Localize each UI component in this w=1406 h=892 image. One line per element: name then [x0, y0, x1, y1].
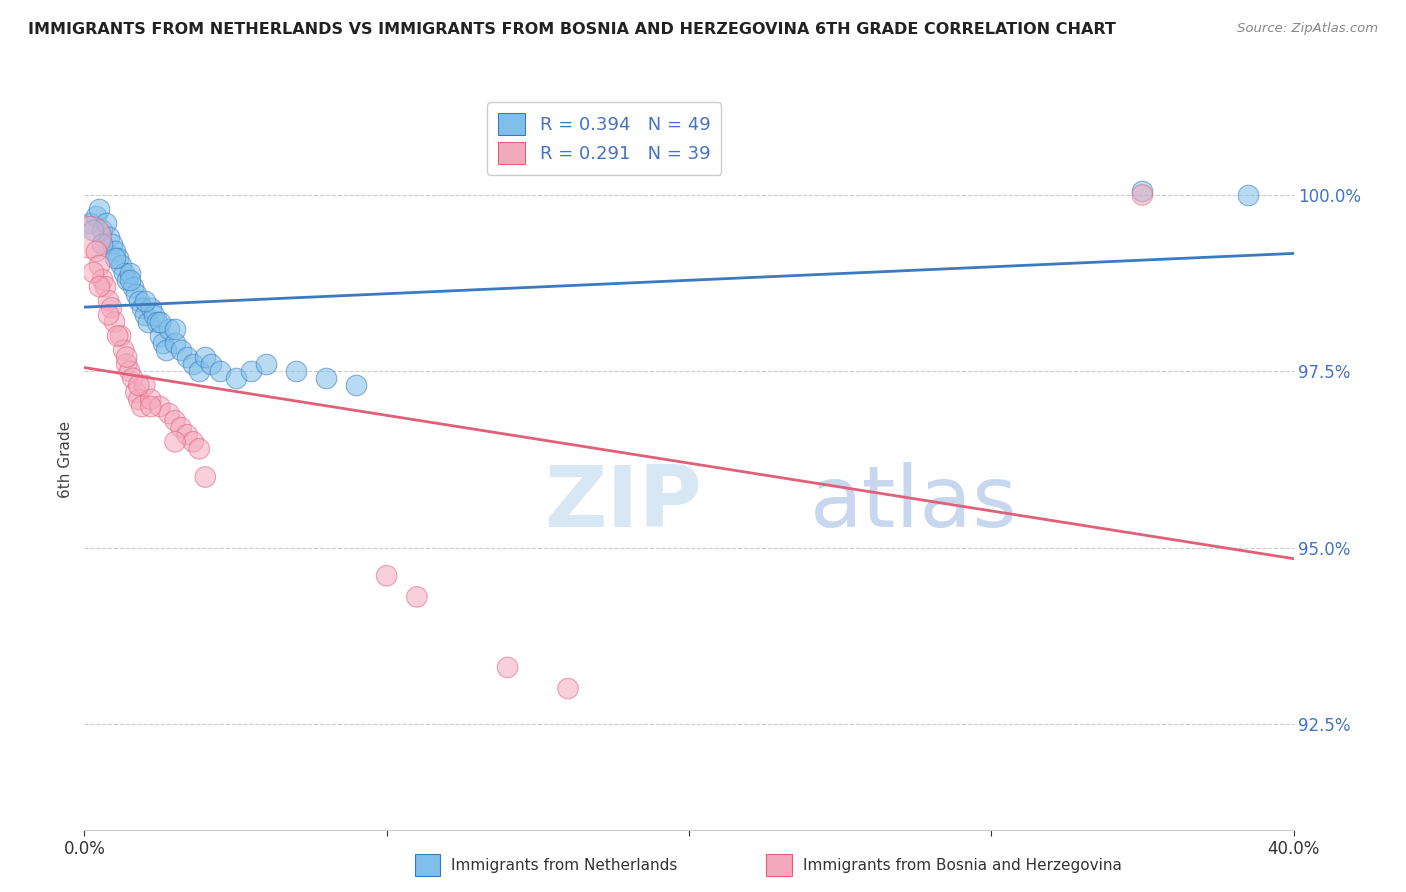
Point [107, 252, 129, 266]
Point [149, 315, 172, 329]
Point [165, 336, 187, 351]
Point [118, 266, 141, 280]
Point [112, 343, 135, 357]
Point [100, 301, 122, 315]
Text: IMMIGRANTS FROM NETHERLANDS VS IMMIGRANTS FROM BOSNIA AND HERZEGOVINA 6TH GRADE : IMMIGRANTS FROM NETHERLANDS VS IMMIGRANT… [28, 22, 1116, 37]
Point [86, 244, 108, 259]
Point [176, 350, 198, 364]
Point [170, 420, 193, 434]
Point [97, 230, 120, 244]
Point [209, 364, 232, 378]
Point [104, 315, 127, 329]
Point [97, 293, 120, 308]
Point [149, 329, 172, 343]
Point [1130, 188, 1153, 202]
Legend: R = 0.394   N = 49, R = 0.291   N = 39: R = 0.394 N = 49, R = 0.291 N = 39 [488, 102, 721, 175]
Point [104, 244, 127, 259]
Point [79, 216, 101, 230]
Point [82, 223, 104, 237]
Text: Immigrants from Netherlands: Immigrants from Netherlands [451, 858, 678, 872]
Point [86, 209, 108, 223]
Point [157, 322, 180, 336]
Point [115, 272, 138, 286]
Text: atlas: atlas [810, 462, 1018, 545]
Point [89, 279, 111, 293]
Point [285, 364, 308, 378]
Point [165, 434, 187, 449]
Point [1130, 185, 1153, 199]
Point [496, 660, 519, 674]
Point [165, 322, 187, 336]
Point [128, 392, 150, 407]
Point [89, 202, 111, 216]
Point [91, 272, 114, 286]
Point [128, 378, 150, 392]
Point [100, 237, 122, 252]
Point [118, 364, 141, 378]
Point [89, 259, 111, 273]
Point [170, 343, 193, 357]
Point [200, 357, 222, 371]
Point [176, 427, 198, 442]
Point [112, 266, 135, 280]
Point [239, 364, 262, 378]
Point [94, 279, 117, 293]
Text: Source: ZipAtlas.com: Source: ZipAtlas.com [1237, 22, 1378, 36]
Point [149, 400, 172, 414]
Point [254, 357, 277, 371]
Point [194, 350, 217, 364]
Point [142, 308, 165, 322]
Text: Immigrants from Bosnia and Herzegovina: Immigrants from Bosnia and Herzegovina [803, 858, 1122, 872]
Point [139, 400, 162, 414]
Point [139, 392, 162, 407]
Point [181, 357, 204, 371]
Point [136, 315, 159, 329]
Point [155, 343, 177, 357]
Point [94, 216, 117, 230]
Point [139, 301, 162, 315]
Point [188, 442, 211, 456]
Point [125, 286, 148, 301]
Point [104, 252, 127, 266]
Point [157, 407, 180, 421]
Point [165, 414, 187, 428]
Point [110, 329, 132, 343]
Point [121, 371, 143, 385]
Point [91, 237, 114, 252]
Point [131, 400, 153, 414]
Point [557, 681, 579, 696]
Point [79, 230, 101, 244]
Point [107, 329, 129, 343]
Point [110, 259, 132, 273]
Point [1237, 188, 1260, 202]
Point [97, 308, 120, 322]
Point [188, 364, 211, 378]
Point [121, 279, 143, 293]
Point [125, 385, 148, 400]
Point [134, 378, 156, 392]
Point [181, 434, 204, 449]
Y-axis label: 6th Grade: 6th Grade [58, 421, 73, 498]
Point [131, 301, 153, 315]
Point [134, 308, 156, 322]
Point [91, 223, 114, 237]
Point [194, 470, 217, 484]
Point [315, 371, 337, 385]
Point [118, 272, 141, 286]
Point [115, 357, 138, 371]
Point [152, 336, 174, 351]
Point [225, 371, 247, 385]
Point [346, 378, 368, 392]
Point [406, 590, 429, 604]
Point [82, 266, 104, 280]
Text: ZIP: ZIP [544, 462, 702, 545]
Point [375, 568, 398, 582]
Point [134, 293, 156, 308]
Point [115, 350, 138, 364]
Point [128, 293, 150, 308]
Point [146, 315, 169, 329]
